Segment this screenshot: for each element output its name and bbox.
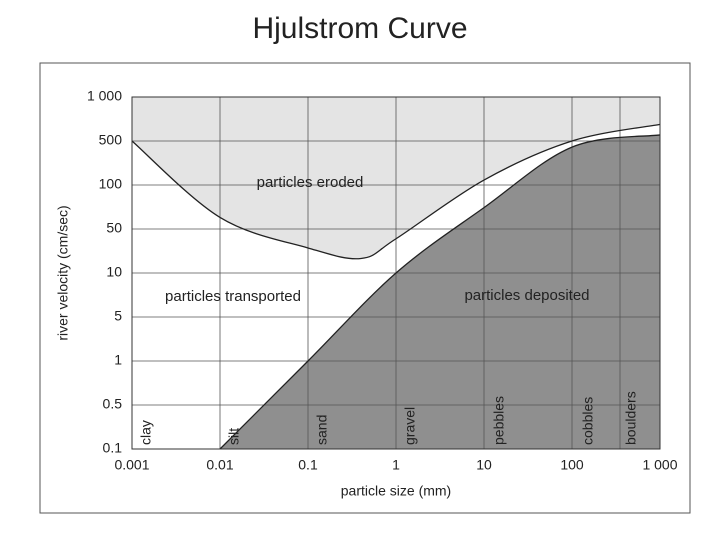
region-label: particles eroded [257,174,364,191]
curve [131,123,661,260]
curve [219,134,661,450]
size-class-label: gravel [402,407,418,445]
y-tick-label: 1 [114,352,122,368]
x-tick-label: 10 [476,457,492,473]
plot-border [131,96,661,450]
frame [39,62,691,514]
size-class-label: silt [226,428,242,445]
y-tick-label: 10 [106,264,122,280]
region-label: particles transported [165,288,301,305]
y-tick-label: 0.5 [103,396,123,412]
size-class-label: cobbles [580,397,596,445]
size-class-label: clay [138,420,154,445]
region-label: particles deposited [464,287,589,304]
size-class-label: sand [314,415,330,445]
y-tick-label: 0.1 [103,440,123,456]
y-tick-label: 100 [99,176,123,192]
region-fill [220,134,660,450]
size-class-label: boulders [623,391,639,445]
x-tick-label: 0.01 [206,457,233,473]
size-class-label: pebbles [491,396,507,445]
y-axis-label: river velocity (cm/sec) [55,205,71,340]
x-tick-label: 1 000 [642,457,677,473]
y-tick-label: 50 [106,220,122,236]
y-tick-label: 500 [99,132,123,148]
y-tick-label: 1 000 [87,88,122,104]
x-axis-label: particle size (mm) [341,483,451,499]
x-tick-label: 1 [392,457,400,473]
x-tick-label: 100 [560,457,584,473]
x-tick-label: 0.1 [298,457,318,473]
x-tick-label: 0.001 [114,457,149,473]
y-tick-label: 5 [114,308,122,324]
chart-title: Hjulstrom Curve [252,12,467,45]
